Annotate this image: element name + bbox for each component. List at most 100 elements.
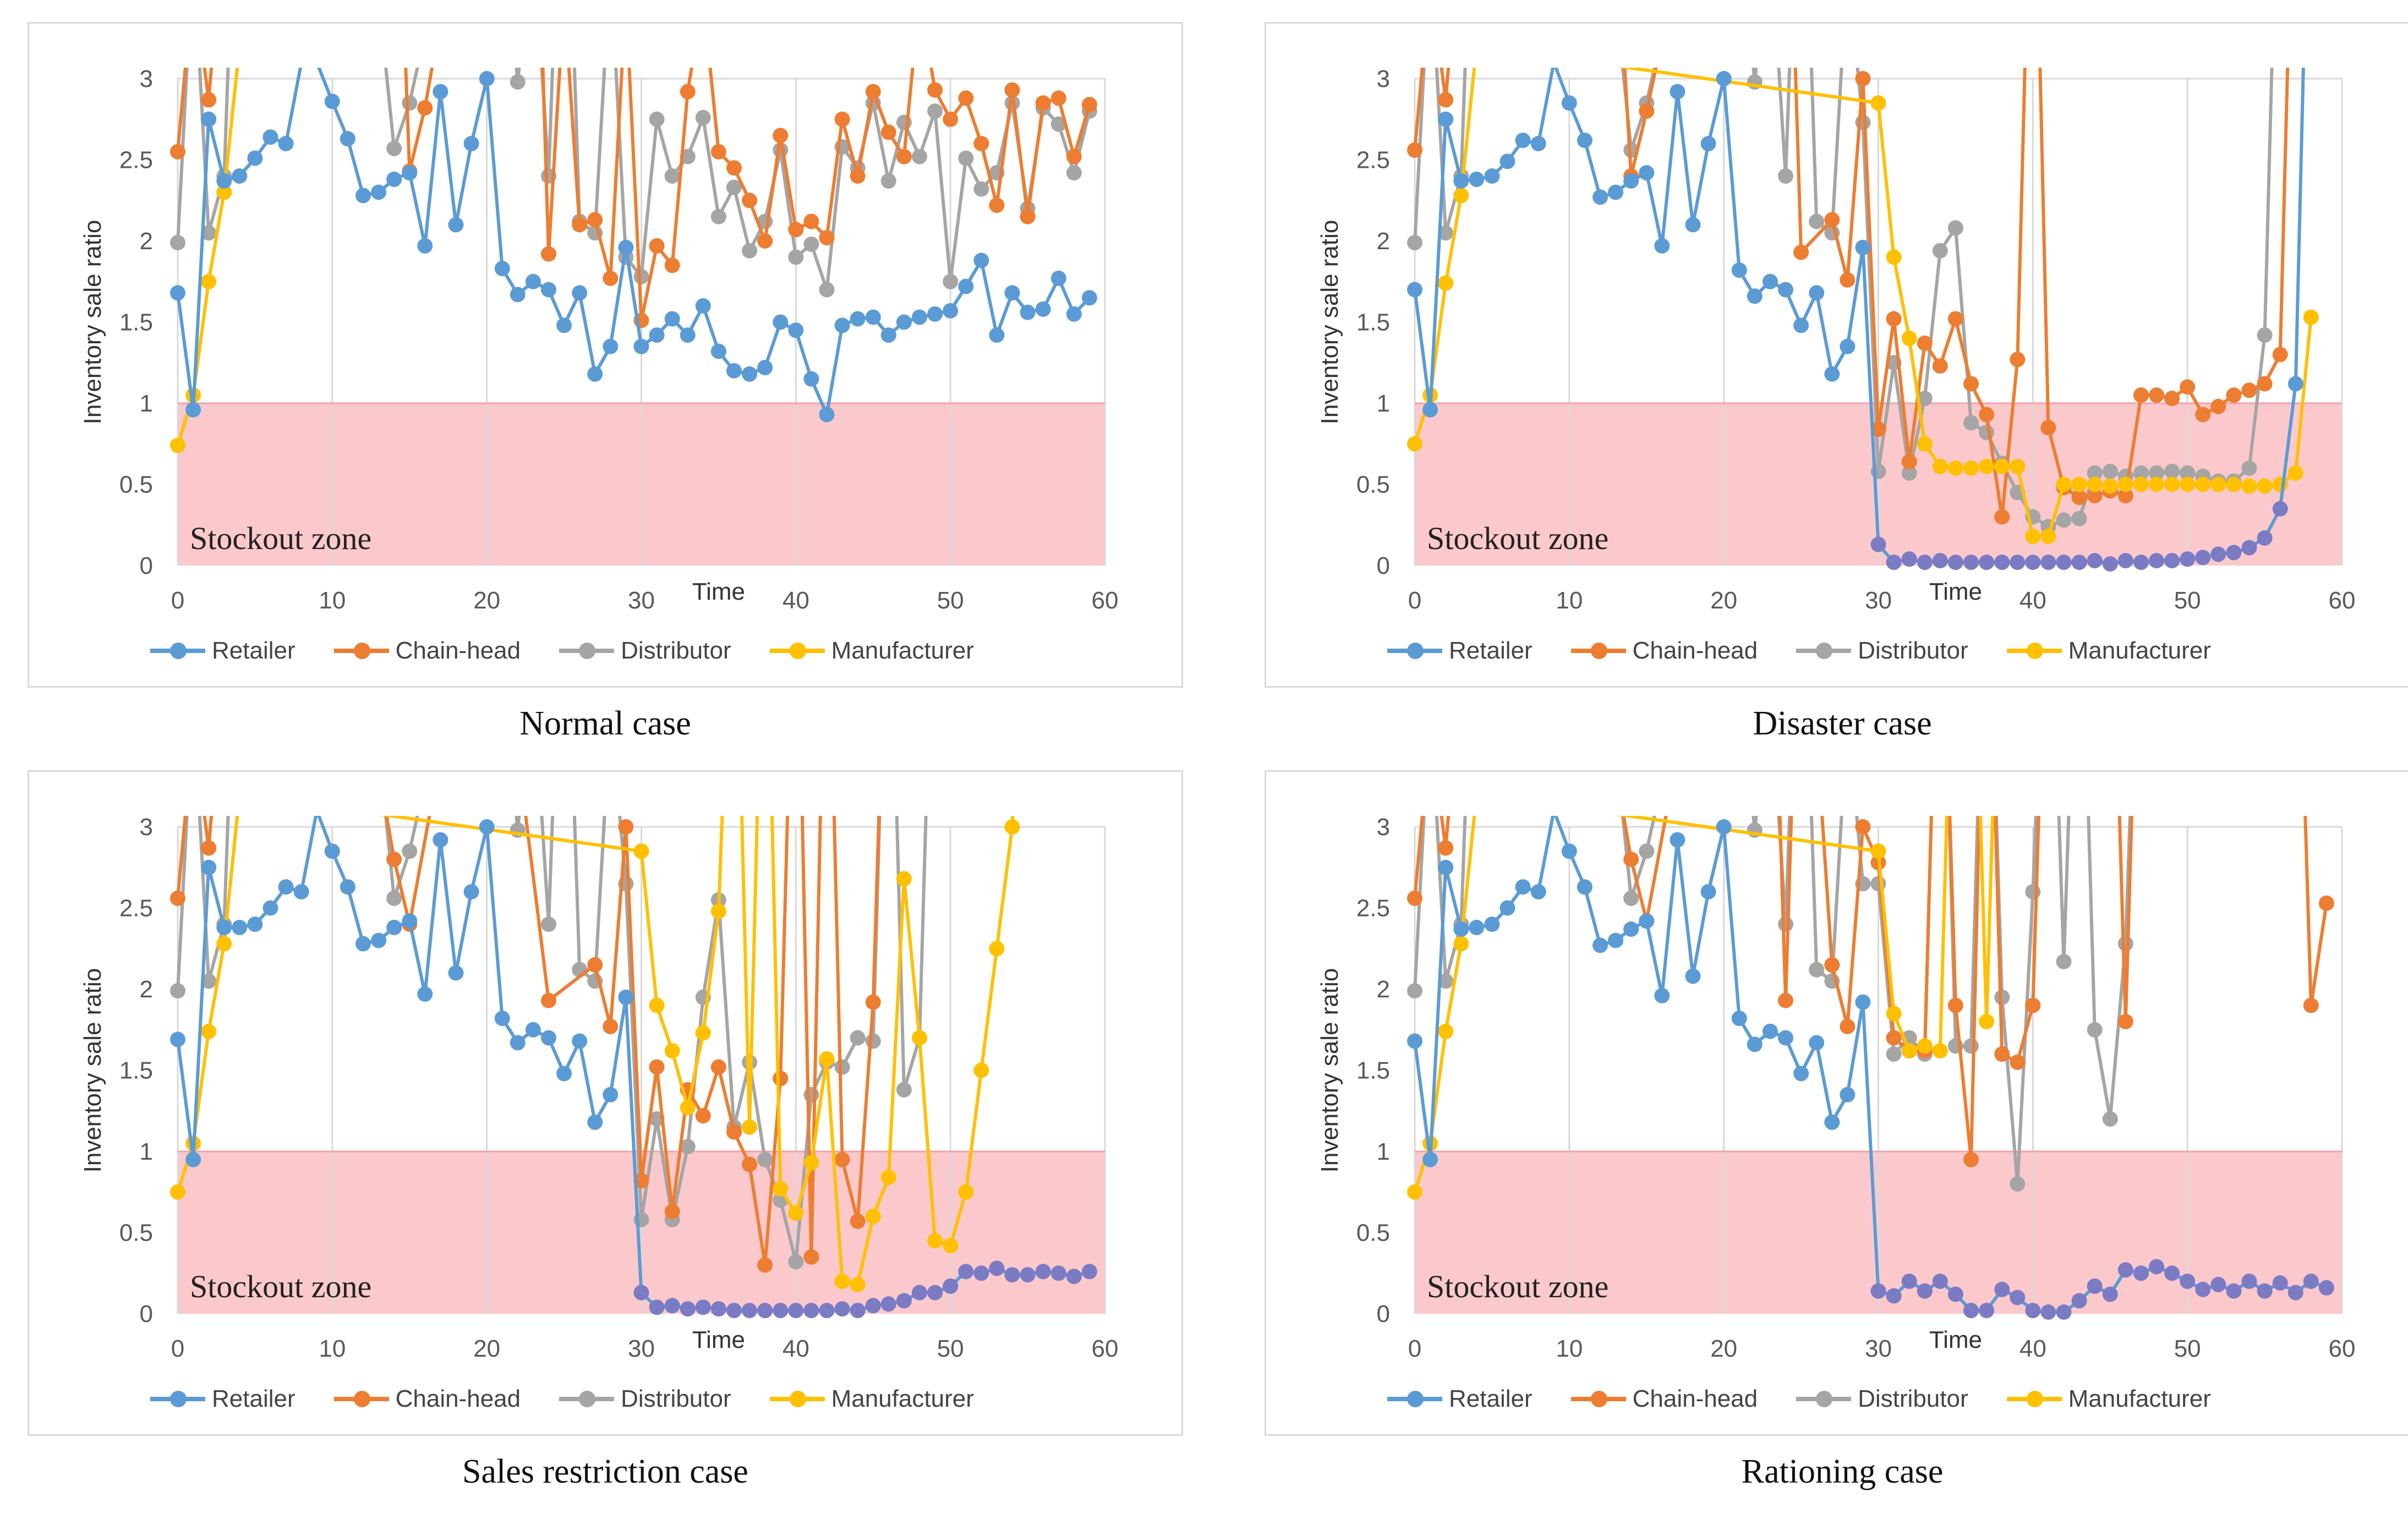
legend-marker xyxy=(1816,643,1833,659)
data-point-retailer xyxy=(1747,288,1763,304)
y-tick-label: 3 xyxy=(140,65,153,92)
legend-swatch xyxy=(769,1391,825,1407)
data-point-retailer xyxy=(2010,1290,2026,1305)
data-point-retailer xyxy=(525,1022,541,1038)
data-point-distributor xyxy=(834,1059,850,1075)
data-point-manufacturer xyxy=(1870,843,1886,859)
data-point-manufacturer xyxy=(216,184,232,200)
data-point-chain-head xyxy=(943,111,959,127)
y-tick-label: 0.5 xyxy=(119,1220,153,1247)
y-axis-title: Inventory sale ratio xyxy=(79,968,106,1173)
y-tick-label: 2 xyxy=(1377,976,1390,1003)
data-point-retailer xyxy=(1608,184,1624,200)
data-point-manufacturer xyxy=(2272,476,2288,492)
data-point-retailer xyxy=(494,261,510,277)
data-point-retailer xyxy=(448,217,464,233)
data-point-retailer xyxy=(293,884,309,899)
data-point-distributor xyxy=(819,282,835,298)
data-point-distributor xyxy=(402,95,418,111)
data-point-distributor xyxy=(1963,415,1979,431)
data-point-distributor xyxy=(2149,465,2164,481)
data-point-manufacturer xyxy=(1917,436,1933,452)
data-point-retailer xyxy=(1716,819,1732,835)
legend-swatch xyxy=(2006,1391,2062,1407)
x-tick-label: 40 xyxy=(2020,1335,2046,1362)
data-point-manufacturer xyxy=(710,903,726,919)
chart-frame: 0 0.5 1 1.5 2 2.5 3 0 10 20 30 40 50 60 Inventory sale… xyxy=(1265,22,2408,688)
data-point-manufacturer xyxy=(1886,1006,1902,1022)
data-point-manufacturer xyxy=(695,1025,711,1041)
data-point-retailer xyxy=(1901,1274,1917,1289)
x-tick-label: 30 xyxy=(628,587,655,614)
data-point-distributor xyxy=(541,917,556,932)
data-point-distributor xyxy=(742,243,758,259)
data-point-chain-head xyxy=(742,193,758,209)
data-point-retailer xyxy=(1685,217,1701,233)
data-point-chain-head xyxy=(773,128,789,144)
data-point-manufacturer xyxy=(680,1100,696,1116)
data-point-retailer xyxy=(201,111,217,127)
legend-marker xyxy=(170,643,187,659)
x-tick-label: 30 xyxy=(628,1335,655,1362)
series-group xyxy=(170,816,1097,1319)
data-point-retailer xyxy=(2117,1262,2133,1278)
legend-swatch xyxy=(1387,1391,1442,1407)
y-tick-label: 3 xyxy=(1377,65,1390,92)
data-point-manufacturer xyxy=(1963,460,1979,476)
data-point-retailer xyxy=(819,407,835,423)
data-point-retailer xyxy=(695,1299,711,1315)
data-point-retailer xyxy=(479,71,495,86)
data-point-retailer xyxy=(2040,555,2056,571)
data-point-retailer xyxy=(1963,1303,1979,1319)
legend-label: Chain-head xyxy=(1632,637,1758,664)
data-point-manufacturer xyxy=(2025,528,2041,544)
data-point-distributor xyxy=(2087,1022,2103,1038)
series-line-manufacturer xyxy=(176,816,1015,1286)
legend-swatch xyxy=(1570,643,1626,659)
data-point-distributor xyxy=(695,109,711,125)
data-point-retailer xyxy=(1654,238,1670,254)
legend-item: Retailer xyxy=(150,637,295,665)
x-tick-label: 50 xyxy=(937,1335,964,1362)
x-tick-label: 60 xyxy=(1092,587,1119,614)
data-point-retailer xyxy=(1561,95,1577,111)
data-point-retailer xyxy=(1050,270,1066,286)
data-point-retailer xyxy=(1081,290,1097,306)
data-point-retailer xyxy=(1994,555,2010,571)
data-point-distributor xyxy=(386,890,402,906)
data-point-manufacturer xyxy=(2180,476,2196,492)
data-point-retailer xyxy=(1066,306,1082,322)
data-point-chain-head xyxy=(1932,358,1948,374)
x-axis-title: Time xyxy=(1929,1326,1982,1353)
legend-swatch xyxy=(1796,643,1852,659)
data-point-manufacturer xyxy=(1004,819,1020,835)
data-point-retailer xyxy=(402,913,418,929)
x-tick-label: 40 xyxy=(782,1335,809,1362)
x-tick-label: 30 xyxy=(1865,587,1892,614)
data-point-retailer xyxy=(1499,153,1515,169)
data-point-manufacturer xyxy=(2102,478,2118,494)
data-point-retailer xyxy=(2303,1274,2319,1289)
data-point-manufacturer xyxy=(1917,1038,1933,1054)
data-point-retailer xyxy=(649,1299,665,1315)
data-point-retailer xyxy=(1932,1274,1948,1289)
data-point-retailer xyxy=(1050,1265,1066,1281)
legend-marker xyxy=(1590,643,1607,659)
data-point-retailer xyxy=(2164,553,2180,569)
data-point-chain-head xyxy=(1020,209,1036,224)
data-point-retailer xyxy=(633,1285,649,1301)
data-point-retailer xyxy=(2133,555,2149,571)
data-point-retailer xyxy=(1592,937,1608,953)
data-point-retailer xyxy=(2257,1283,2273,1299)
data-point-retailer xyxy=(2117,553,2133,569)
data-point-retailer xyxy=(710,343,726,359)
data-point-chain-head xyxy=(2117,488,2133,504)
data-point-chain-head xyxy=(865,84,881,100)
y-tick-label: 2.5 xyxy=(119,147,153,174)
data-point-manufacturer xyxy=(633,843,649,859)
data-point-retailer xyxy=(2226,1283,2242,1299)
data-point-retailer xyxy=(232,919,248,935)
data-point-distributor xyxy=(1778,917,1793,932)
data-point-retailer xyxy=(371,184,387,200)
data-point-retailer xyxy=(1917,1283,1933,1299)
